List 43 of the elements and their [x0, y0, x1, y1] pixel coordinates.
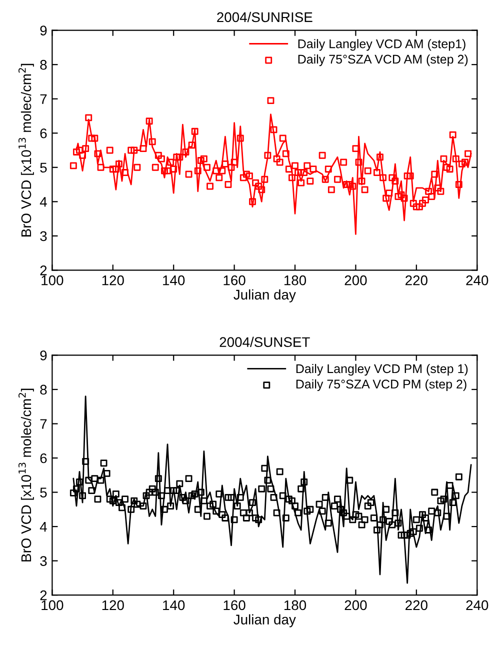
x-tick-label: 200 [344, 600, 367, 610]
x-axis-title: Julian day [234, 614, 296, 628]
x-tick-label: 160 [224, 275, 246, 286]
y-tick-label: 5 [40, 162, 47, 173]
y-tick-label: 2 [40, 266, 47, 276]
x-tick-label: 180 [284, 275, 306, 286]
y-tick-label: 7 [40, 94, 47, 104]
x-axis-title: Julian day [234, 289, 296, 302]
y-tick-label: 6 [40, 128, 47, 138]
legend-label: Daily 75°SZA VCD PM (step 2) [296, 379, 466, 392]
y-tick-label: 9 [40, 26, 47, 36]
x-tick-label: 220 [406, 275, 428, 286]
x-tick-label: 160 [224, 600, 246, 610]
x-tick-label: 140 [163, 275, 185, 286]
x-tick-label: 180 [284, 600, 306, 610]
y-tick-label: 4 [40, 197, 47, 207]
x-tick-label: 100 [42, 275, 64, 286]
legend-label: Daily 75°SZA VCD AM (step 2) [298, 54, 468, 66]
x-tick-label: 120 [102, 600, 124, 610]
y-tick-label: 7 [40, 419, 47, 429]
x-tick-label: 240 [466, 600, 488, 610]
y-tick-label: 9 [40, 350, 47, 360]
x-tick-label: 240 [466, 275, 488, 286]
y-axis-title: BrO VCD [x10$^{13}$ molec/cm$^{2}$] [18, 64, 34, 236]
x-tick-label: 140 [163, 600, 185, 610]
y-tick-label: 8 [40, 384, 47, 395]
x-tick-label: 200 [344, 275, 367, 286]
y-tick-label: 2 [40, 590, 47, 600]
y-tick-label: 4 [40, 522, 47, 532]
y-tick-label: 6 [40, 453, 47, 464]
y-tick-label: 5 [40, 488, 47, 498]
x-tick-label: 100 [42, 600, 64, 610]
y-tick-label: 3 [40, 231, 47, 242]
legend-label: Daily Langley VCD PM (step 1) [296, 364, 468, 376]
x-tick-label: 120 [102, 275, 124, 286]
legend-label: Daily Langley VCD AM (step1) [298, 39, 466, 51]
y-tick-label: 8 [40, 60, 47, 70]
y-tick-label: 3 [40, 556, 47, 566]
chart-title: 2004/SUNRISE [217, 12, 312, 22]
line-series [72, 396, 472, 584]
x-tick-label: 220 [406, 600, 428, 610]
y-axis-title: BrO VCD [x10$^{13}$ molec/cm$^{2}$] [18, 388, 34, 562]
chart-title: 2004/SUNSET [220, 336, 310, 348]
